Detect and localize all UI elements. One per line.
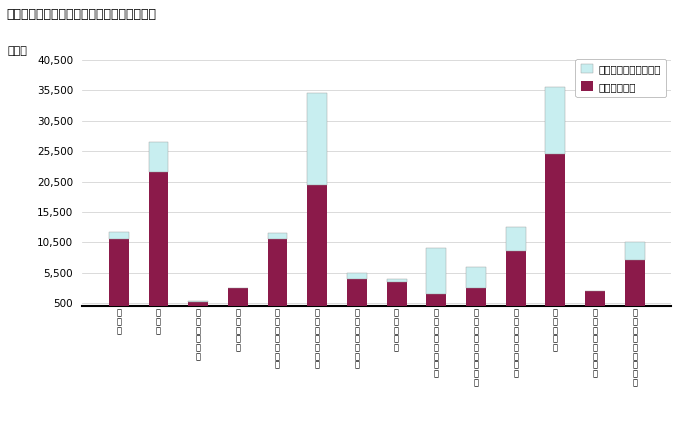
- Bar: [347, 272, 367, 279]
- Bar: [386, 279, 406, 282]
- Bar: [426, 248, 446, 294]
- Bar: [506, 227, 525, 251]
- Bar: [149, 142, 169, 173]
- Bar: [466, 266, 486, 288]
- Bar: [506, 251, 525, 306]
- Bar: [308, 94, 327, 184]
- Bar: [268, 239, 288, 306]
- Legend: パートタイム労働者数, 一般労働者数: パートタイム労働者数, 一般労働者数: [575, 59, 666, 97]
- Text: 図３－２　産業別労働者数（規模５人以上）: 図３－２ 産業別労働者数（規模５人以上）: [7, 8, 157, 22]
- Bar: [109, 232, 129, 239]
- Bar: [188, 300, 208, 302]
- Bar: [625, 261, 645, 306]
- Bar: [426, 294, 446, 306]
- Bar: [545, 88, 565, 154]
- Bar: [188, 302, 208, 306]
- Bar: [268, 233, 288, 239]
- Bar: [228, 288, 248, 306]
- Bar: [109, 239, 129, 306]
- Bar: [386, 282, 406, 306]
- Y-axis label: （人）: （人）: [8, 46, 27, 56]
- Bar: [308, 184, 327, 306]
- Bar: [149, 173, 169, 306]
- Bar: [466, 288, 486, 306]
- Bar: [347, 279, 367, 306]
- Bar: [545, 154, 565, 306]
- Bar: [585, 291, 605, 306]
- Bar: [625, 242, 645, 261]
